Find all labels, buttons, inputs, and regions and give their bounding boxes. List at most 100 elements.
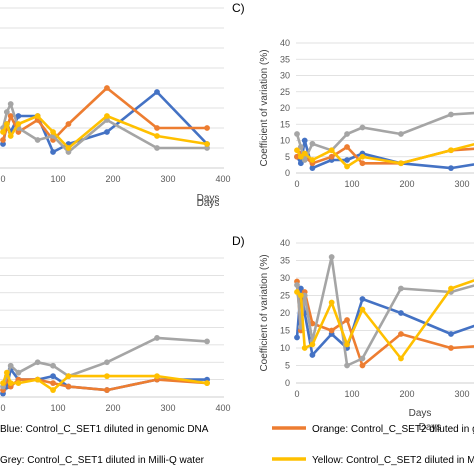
data-point-yellow (301, 345, 308, 351)
data-point-blue (398, 310, 404, 316)
data-point-yellow (297, 292, 304, 299)
chart-panels: 0 100 200 300 400 Days 0 5 10 15 20 25 30 35 400 100 200… (0, 7, 474, 433)
data-point-orange (359, 160, 366, 167)
data-point-orange (359, 362, 366, 369)
data-point-blue (297, 285, 304, 292)
data-point-blue (104, 129, 110, 135)
data-point-yellow (204, 380, 210, 386)
data-point-orange (15, 129, 22, 135)
data-point-yellow (359, 306, 366, 313)
series-yellow (0, 369, 210, 393)
y-tick-label: 40 (280, 238, 290, 248)
data-point-yellow (154, 133, 160, 139)
data-point-blue (344, 157, 350, 163)
legend-label-yellow: Yellow: Control_C_SET2 diluted in Milli-… (312, 455, 474, 466)
series-line-yellow (296, 279, 474, 360)
data-point-orange (0, 137, 6, 143)
data-point-yellow (3, 121, 10, 127)
data-point-orange (65, 383, 72, 390)
x-axis-label: Days (197, 198, 220, 209)
x-tick-label: 400 (215, 403, 230, 413)
series-line-yellow (1, 371, 208, 392)
data-point-orange (448, 345, 454, 351)
data-point-yellow (104, 113, 110, 119)
data-point-orange (328, 327, 335, 334)
data-point-grey (34, 359, 41, 366)
panel-label-d: D) (232, 234, 245, 248)
data-point-yellow (344, 163, 350, 170)
x-tick-label: 200 (399, 389, 414, 399)
data-point-yellow (34, 113, 41, 119)
data-point-orange (104, 387, 110, 393)
data-point-yellow (0, 129, 6, 135)
data-point-grey (344, 362, 350, 369)
x-tick-label: 300 (454, 179, 469, 189)
x-tick-label: 200 (105, 174, 120, 184)
data-point-yellow (297, 153, 304, 160)
data-point-yellow (328, 299, 335, 306)
series-yellow (294, 279, 474, 362)
x-tick-label: 200 (105, 403, 120, 413)
x-tick-label: 100 (344, 179, 359, 189)
data-point-yellow (0, 380, 6, 386)
y-tick-label: 10 (280, 343, 290, 353)
y-tick-label: 40 (280, 38, 290, 48)
data-point-yellow (204, 141, 210, 147)
data-point-blue (448, 331, 454, 337)
data-point-grey (204, 338, 210, 345)
data-point-yellow (448, 285, 454, 292)
data-point-yellow (309, 157, 316, 163)
y-tick-label: 30 (280, 71, 290, 81)
data-point-orange (398, 331, 404, 337)
y-tick-label: 0 (285, 378, 290, 388)
data-point-blue (309, 352, 316, 358)
data-point-grey (34, 137, 41, 143)
chart-panel-top-left: 0 100 200 300 400 Days (0, 7, 231, 204)
data-point-grey (154, 145, 160, 151)
y-tick-label: 10 (280, 136, 290, 146)
data-point-yellow (154, 373, 160, 380)
data-point-grey (309, 140, 316, 147)
x-tick-label: 400 (215, 174, 230, 184)
y-tick-label: 5 (285, 361, 290, 371)
legend-label-grey: Grey: Control_C_SET1 diluted in Milli-Q … (0, 455, 205, 466)
y-tick-label: 25 (280, 291, 290, 301)
series-yellow (294, 142, 474, 170)
legend: Blue: Control_C_SET1 diluted in genomic … (0, 424, 474, 466)
y-axis-label: Coefficient of variation (%) (259, 49, 270, 166)
data-point-orange (65, 121, 72, 127)
data-point-yellow (359, 153, 366, 160)
legend-label-blue: Blue: Control_C_SET1 diluted in genomic … (0, 424, 209, 435)
y-tick-label: 15 (280, 326, 290, 336)
x-tick-label: 300 (454, 389, 469, 399)
data-point-orange (154, 125, 160, 131)
data-point-grey (7, 101, 14, 107)
data-point-grey (398, 285, 404, 292)
data-point-orange (344, 144, 350, 150)
x-tick-label: 300 (160, 403, 175, 413)
series-yellow (0, 113, 210, 151)
data-point-yellow (294, 147, 300, 154)
y-axis-label: Coefficient of variation (%) (259, 254, 270, 371)
y-tick-label: 35 (280, 54, 290, 64)
legend-label-orange: Orange: Control_C_SET2 diluted in genomi… (312, 424, 474, 435)
data-point-grey (301, 157, 308, 163)
data-point-yellow (50, 387, 56, 393)
y-tick-label: 20 (280, 103, 290, 113)
series-grey (294, 254, 474, 369)
data-point-yellow (15, 121, 22, 127)
y-tick-label: 15 (280, 119, 290, 129)
data-point-orange (50, 380, 56, 386)
x-tick-label: 100 (344, 389, 359, 399)
data-point-yellow (344, 341, 350, 348)
data-point-yellow (104, 373, 110, 380)
x-tick-label: 300 (160, 174, 175, 184)
data-point-blue (0, 141, 6, 147)
x-tick-label: 0 (0, 403, 5, 413)
data-point-blue (359, 296, 366, 302)
data-point-blue (15, 113, 22, 119)
data-point-yellow (398, 160, 404, 167)
data-point-grey (359, 355, 366, 362)
